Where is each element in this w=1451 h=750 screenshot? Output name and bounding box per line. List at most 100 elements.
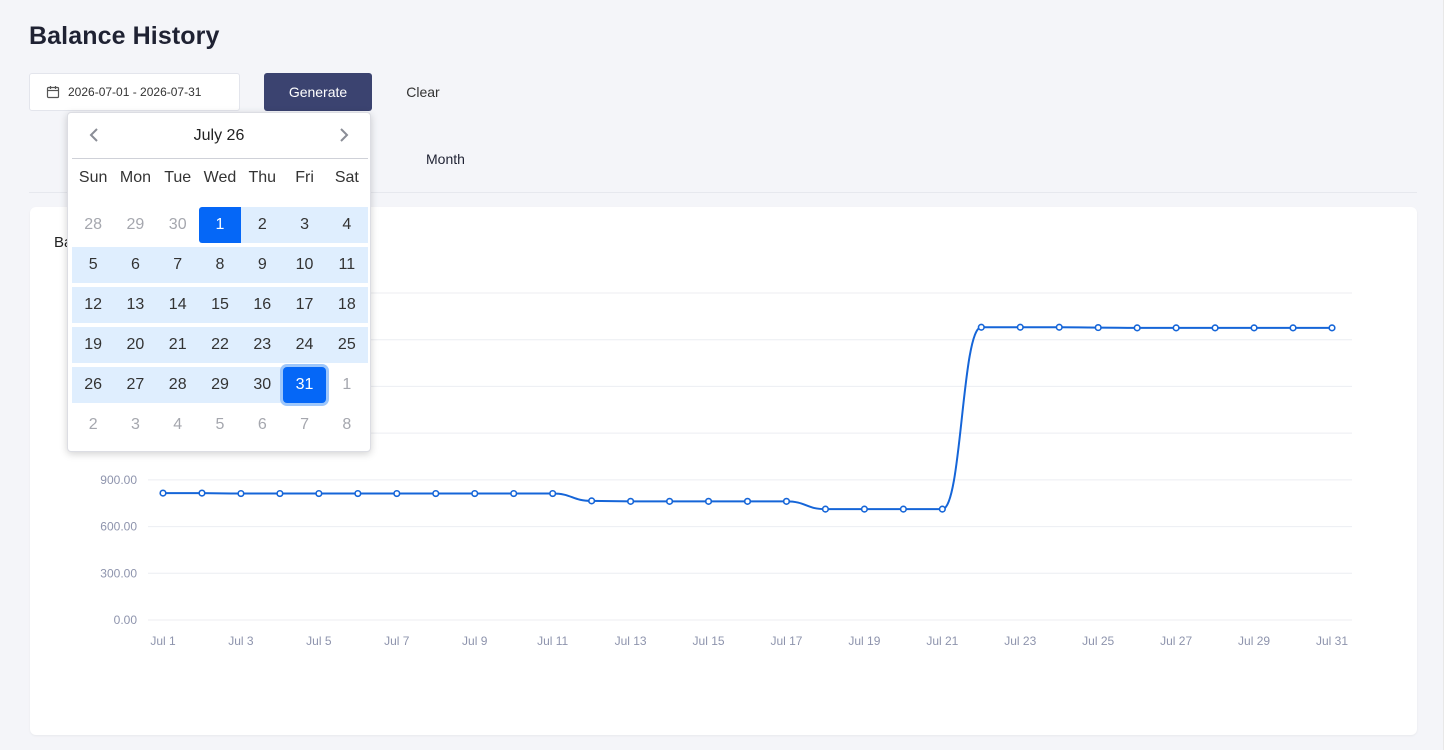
date-picker-day[interactable]: 20 [114, 327, 157, 363]
x-tick-label: Jul 23 [1004, 634, 1036, 648]
date-picker-day[interactable]: 28 [156, 367, 199, 403]
date-picker-day[interactable]: 1 [342, 376, 352, 393]
data-point[interactable] [393, 489, 401, 498]
data-point[interactable] [1289, 324, 1297, 332]
data-point[interactable] [1094, 323, 1102, 332]
tabs-divider [29, 192, 1417, 193]
data-point[interactable] [626, 497, 635, 505]
data-point[interactable] [1328, 324, 1336, 332]
x-tick-label: Jul 9 [462, 634, 488, 648]
date-picker-day[interactable]: 6 [114, 247, 157, 283]
data-point[interactable] [510, 489, 518, 498]
date-picker-day[interactable]: 2 [88, 416, 98, 433]
date-picker-month-label[interactable]: July 26 [193, 126, 245, 144]
data-point[interactable] [1250, 324, 1258, 332]
data-point[interactable] [276, 489, 284, 498]
date-picker-day[interactable]: 4 [173, 416, 183, 433]
date-picker-grid: 28 29 30 1 2 3 4 5 6 7 8 9 10 11 12 13 14 15 16 17 18 19 20 21 2… [72, 207, 368, 447]
date-picker-day[interactable]: 28 [84, 216, 103, 233]
date-picker-day[interactable]: 3 [130, 416, 140, 433]
data-point[interactable] [549, 489, 557, 498]
data-point[interactable] [1211, 324, 1219, 332]
date-picker-day[interactable]: 12 [72, 287, 115, 323]
date-picker-day[interactable]: 22 [198, 327, 242, 363]
data-point[interactable] [198, 489, 206, 497]
date-picker-week-row: 5 6 7 8 9 10 11 [72, 247, 368, 283]
date-picker-day[interactable]: 7 [156, 247, 199, 283]
date-picker-day[interactable]: 15 [198, 287, 242, 323]
date-picker-day[interactable]: 26 [72, 367, 115, 403]
data-point[interactable] [1133, 324, 1141, 332]
x-tick-label: Jul 21 [926, 634, 958, 648]
date-picker-day[interactable]: 9 [241, 247, 284, 283]
date-picker-day[interactable]: 7 [300, 416, 309, 433]
data-point[interactable] [588, 497, 596, 505]
clear-button[interactable]: Clear [392, 73, 454, 111]
data-point[interactable] [159, 489, 167, 497]
date-picker-day[interactable]: 10 [283, 247, 326, 283]
page-scrollbar[interactable] [1443, 0, 1451, 750]
generate-button[interactable]: Generate [264, 73, 372, 111]
data-point[interactable] [315, 489, 323, 498]
date-picker-day[interactable]: 6 [257, 416, 267, 433]
data-point[interactable] [977, 323, 985, 331]
data-point[interactable] [899, 505, 907, 513]
data-point[interactable] [704, 497, 713, 505]
data-point[interactable] [665, 497, 674, 505]
date-picker-day[interactable]: 8 [198, 247, 242, 283]
date-picker-day[interactable]: 4 [325, 207, 368, 243]
x-tick-label: Jul 29 [1238, 634, 1270, 648]
data-point[interactable] [1016, 323, 1024, 331]
date-picker-day[interactable]: 1 [198, 207, 242, 243]
date-picker-day[interactable]: 14 [156, 287, 199, 323]
date-picker-day[interactable]: 16 [241, 287, 284, 323]
weekday-label: Mon [119, 169, 151, 186]
y-tick-label: 600.00 [100, 520, 137, 534]
x-tick-label: Jul 3 [228, 634, 254, 648]
date-picker-day[interactable]: 27 [114, 367, 157, 403]
date-picker-day[interactable]: 30 [168, 216, 187, 233]
data-point[interactable] [432, 489, 440, 498]
x-tick-label: Jul 27 [1160, 634, 1192, 648]
data-point[interactable] [471, 489, 479, 498]
page-title: Balance History [29, 22, 220, 50]
date-picker-day[interactable]: 17 [283, 287, 326, 323]
date-picker-day[interactable]: 8 [342, 416, 352, 433]
data-point[interactable] [821, 505, 830, 513]
date-picker-day[interactable]: 13 [114, 287, 157, 323]
date-picker-day[interactable]: 29 [126, 216, 145, 233]
data-point[interactable] [354, 489, 362, 498]
data-point[interactable] [743, 497, 752, 505]
chevron-left-icon[interactable] [84, 125, 104, 145]
date-picker-popup: July 26 Sun Mon Tue Wed Thu Fri Sat 28 29 30 1 2 3 4… [67, 112, 371, 452]
date-picker-day[interactable]: 2 [241, 207, 284, 243]
data-point[interactable] [237, 489, 245, 498]
x-tick-label: Jul 1 [150, 634, 176, 648]
date-picker-day[interactable]: 18 [325, 287, 368, 323]
x-tick-label: Jul 15 [693, 634, 725, 648]
data-point[interactable] [1055, 323, 1063, 331]
date-picker-day[interactable]: 5 [72, 247, 115, 283]
x-tick-label: Jul 31 [1316, 634, 1348, 648]
data-point[interactable] [860, 505, 869, 513]
tab-month[interactable]: Month [426, 151, 465, 167]
date-picker-day[interactable]: 25 [325, 327, 368, 363]
date-picker-day[interactable]: 5 [215, 416, 225, 433]
date-picker-day[interactable]: 29 [198, 367, 242, 403]
date-picker-day[interactable]: 24 [283, 327, 326, 363]
data-point[interactable] [1172, 324, 1180, 332]
chevron-right-icon[interactable] [334, 125, 354, 145]
date-picker-day[interactable]: 30 [241, 367, 284, 403]
date-picker-day[interactable]: 19 [72, 327, 115, 363]
date-picker-day[interactable]: 23 [241, 327, 284, 363]
date-picker-day[interactable]: 21 [156, 327, 199, 363]
data-point[interactable] [782, 497, 791, 505]
date-picker-day[interactable]: 3 [283, 207, 326, 243]
data-point[interactable] [938, 505, 946, 513]
date-range-input[interactable]: 2026-07-01 - 2026-07-31 [29, 73, 240, 111]
calendar-icon [46, 85, 60, 99]
date-picker-day[interactable]: 31 [283, 367, 326, 403]
date-picker-week-row: 19 20 21 22 23 24 25 [72, 327, 368, 363]
date-picker-day[interactable]: 11 [325, 247, 368, 283]
date-picker-week-row: 2 3 4 5 6 7 8 [72, 407, 368, 443]
